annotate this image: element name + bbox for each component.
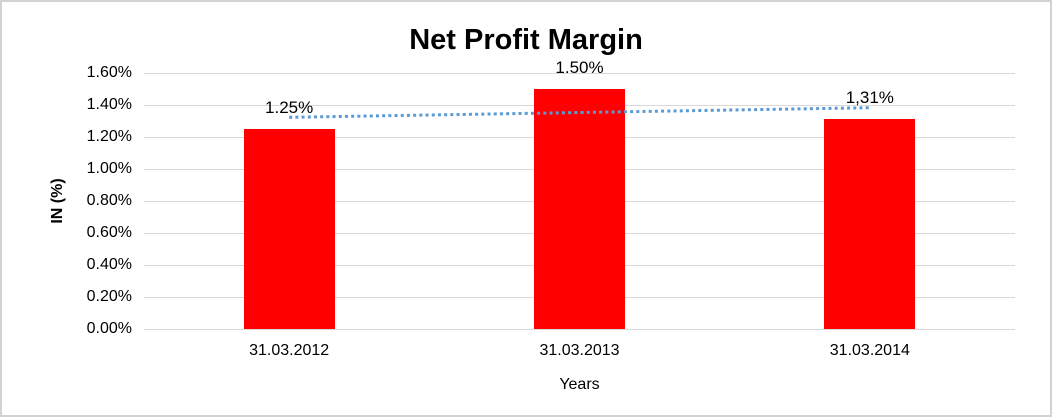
bar-value-label: 1,31% (845, 88, 894, 108)
gridline (144, 73, 1015, 74)
chart-title: Net Profit Margin (409, 24, 643, 56)
bar-value-label: 1.50% (555, 58, 604, 77)
gridline (144, 329, 1015, 330)
y-tick-label: 1.20% (86, 128, 132, 145)
x-tick-label: 31.03.2013 (539, 342, 620, 359)
y-tick-label: 0.00% (86, 320, 132, 337)
y-tick-label: 0.80% (86, 192, 132, 209)
bar-value-label: 1.25% (265, 98, 314, 117)
y-tick-label: 1.00% (86, 160, 132, 177)
x-tick-label: 31.03.2012 (249, 342, 330, 359)
y-tick-label: 1.60% (86, 64, 132, 81)
y-tick-label: 1.40% (86, 96, 132, 113)
y-axis-title: IN (%) (49, 178, 66, 224)
y-tick-label: 0.60% (86, 224, 132, 241)
bar (243, 129, 335, 329)
x-axis-title: Years (559, 376, 600, 393)
x-tick-label: 31.03.2014 (829, 342, 910, 359)
bar (534, 89, 625, 329)
y-tick-label: 0.40% (86, 256, 132, 273)
y-tick-label: 0.20% (86, 288, 132, 305)
bar (824, 119, 916, 329)
